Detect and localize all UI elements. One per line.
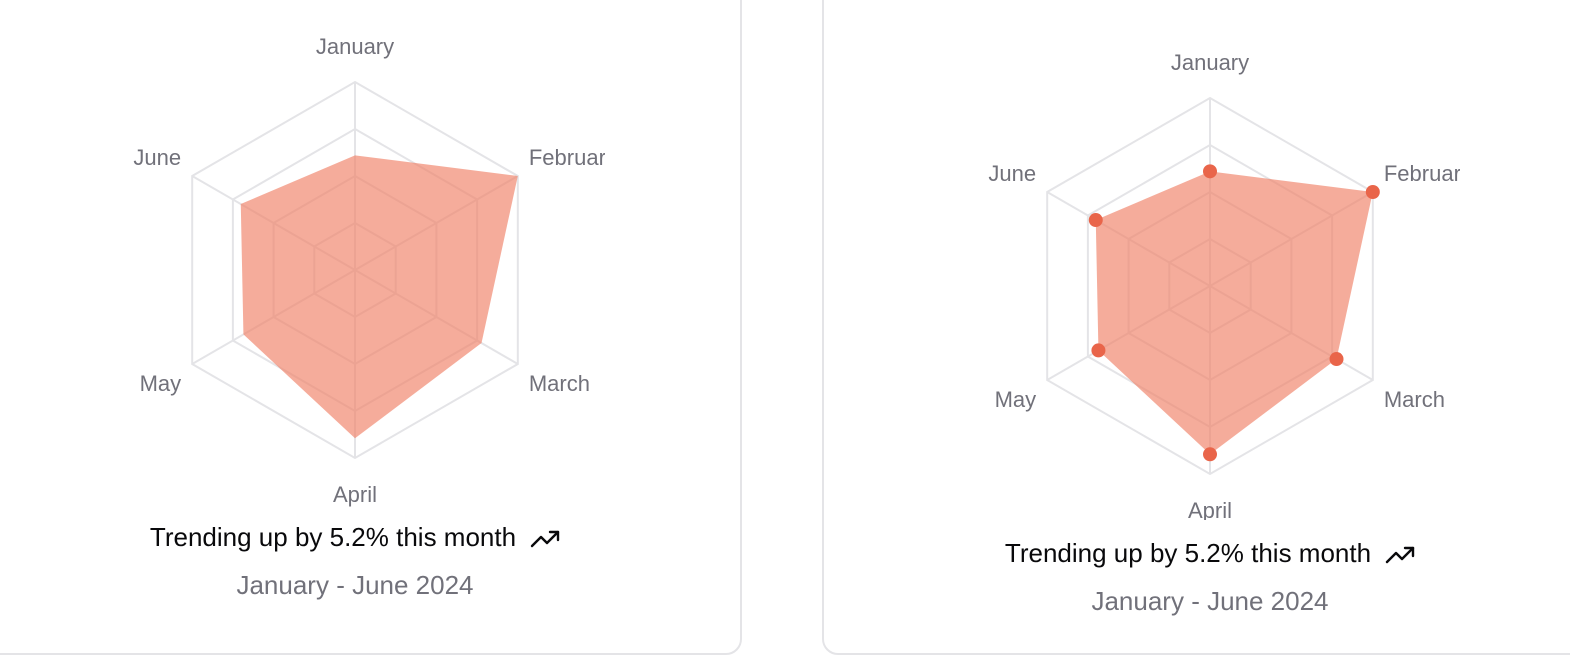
axis-label-april: April [1188, 498, 1232, 523]
trend-text: Trending up by 5.2% this month [1005, 538, 1371, 569]
radar-series [1089, 164, 1380, 461]
axis-label-may: May [995, 387, 1037, 412]
trend-summary-left: Trending up by 5.2% this month [55, 522, 655, 553]
radar-chart-right: January February March April May June [830, 0, 1570, 520]
data-point-march[interactable] [1330, 352, 1344, 366]
axis-label-march: March [1384, 387, 1445, 412]
trending-up-icon [530, 527, 560, 549]
axis-label-february: February [529, 145, 617, 170]
data-point-april[interactable] [1203, 447, 1217, 461]
axis-label-april: April [333, 482, 377, 507]
series-area [1096, 171, 1373, 454]
axis-label-february: February [1384, 161, 1472, 186]
axis-label-may: May [140, 371, 182, 396]
data-point-february[interactable] [1366, 185, 1380, 199]
trend-summary-right: Trending up by 5.2% this month [910, 538, 1510, 569]
axis-label-june: June [133, 145, 181, 170]
radar-series [241, 155, 518, 438]
trend-text: Trending up by 5.2% this month [150, 522, 516, 553]
period-label-left: January - June 2024 [55, 570, 655, 601]
period-label-right: January - June 2024 [910, 586, 1510, 617]
axis-label-january: January [1171, 50, 1249, 75]
data-point-may[interactable] [1091, 343, 1105, 357]
data-point-january[interactable] [1203, 164, 1217, 178]
trending-up-icon [1385, 543, 1415, 565]
axis-label-january: January [316, 34, 394, 59]
series-area [241, 155, 518, 438]
axis-label-march: March [529, 371, 590, 396]
axis-label-june: June [988, 161, 1036, 186]
radar-chart-left: January February March April May June [0, 0, 740, 520]
data-point-june[interactable] [1089, 213, 1103, 227]
